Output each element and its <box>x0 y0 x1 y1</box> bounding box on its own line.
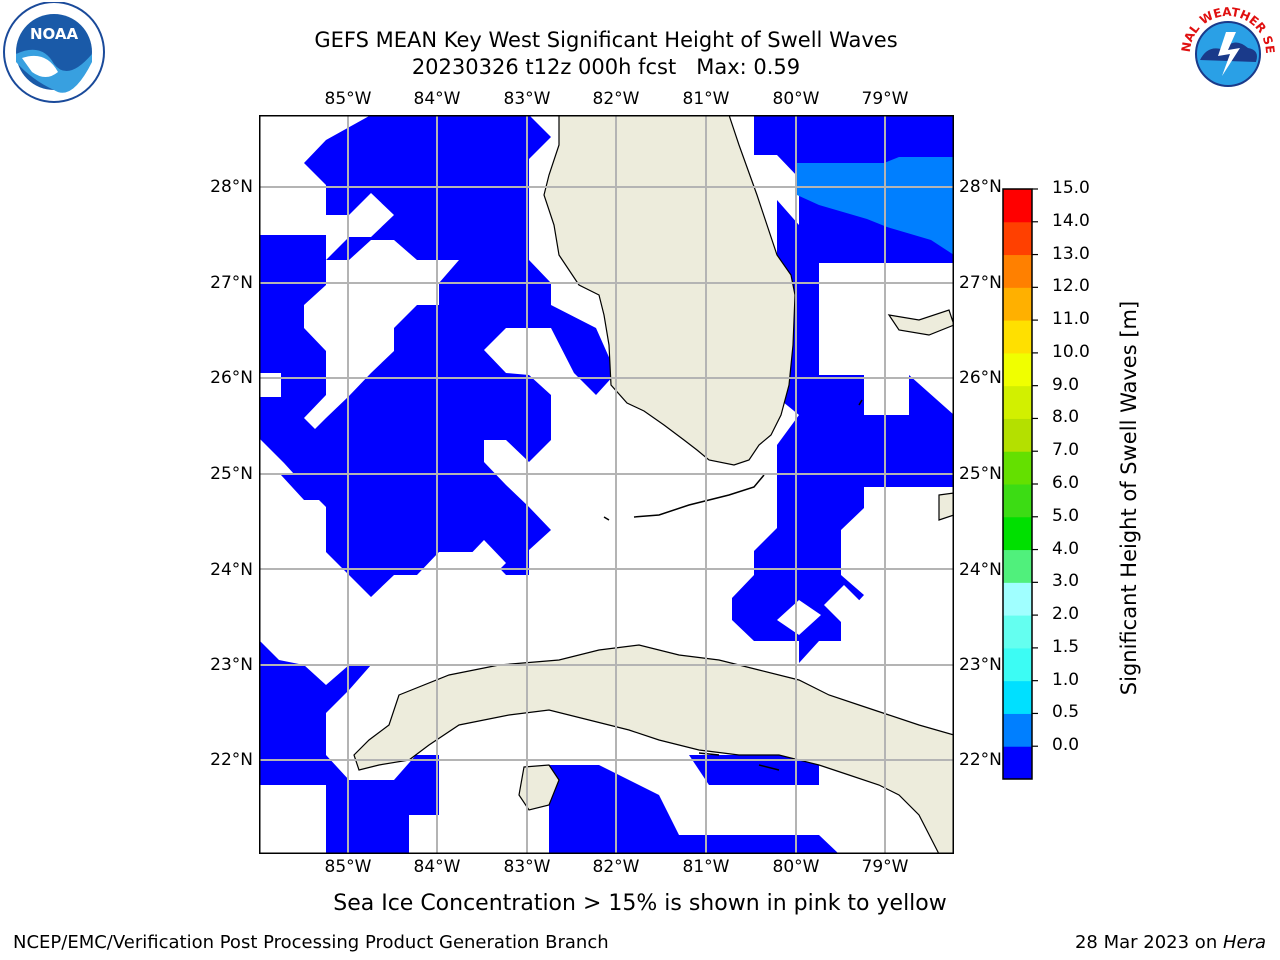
colorbar-segment <box>1003 385 1032 419</box>
colorbar-segment <box>1003 451 1032 485</box>
colorbar-tick-label: 10.0 <box>1052 341 1090 362</box>
lat-label-left: 22°N <box>210 750 253 770</box>
colorbar-segment <box>1003 287 1032 321</box>
colorbar-segment <box>1003 713 1032 747</box>
lat-label-right: 26°N <box>959 368 1002 388</box>
lon-label-top: 80°W <box>772 89 820 109</box>
colorbar-segment <box>1003 320 1032 354</box>
colorbar-tick-label: 0.5 <box>1052 702 1080 723</box>
colorbar-tick-label: 7.0 <box>1052 440 1080 461</box>
colorbar-tick-label: 4.0 <box>1052 538 1080 559</box>
lat-label-left: 26°N <box>210 368 253 388</box>
colorbar-tick-label: 14.0 <box>1052 210 1090 231</box>
colorbar-segment <box>1003 418 1032 452</box>
lon-label-bottom: 79°W <box>861 857 909 877</box>
colorbar-tick-label: 11.0 <box>1052 309 1090 330</box>
colorbar-segment <box>1003 516 1032 551</box>
colorbar-segment <box>1003 680 1032 714</box>
colorbar-tick-label: 1.5 <box>1052 636 1080 657</box>
lat-label-left: 28°N <box>210 177 253 197</box>
lon-label-top: 85°W <box>324 89 372 109</box>
lat-label-right: 22°N <box>959 750 1002 770</box>
colorbar <box>1002 188 1038 780</box>
colorbar-segment <box>1003 352 1032 387</box>
nws-logo: NATIONAL WEATHER SERVICE <box>1178 4 1277 102</box>
colorbar-segment <box>1003 582 1032 616</box>
lon-label-bottom: 81°W <box>682 857 730 877</box>
colorbar-tick-label: 1.0 <box>1052 669 1080 690</box>
lat-label-left: 24°N <box>210 560 253 580</box>
map-panel <box>259 115 954 854</box>
cuba-land <box>353 644 954 854</box>
footer-host: Hera <box>1222 932 1266 953</box>
colorbar-segment <box>1003 647 1032 682</box>
sea-ice-note: Sea Ice Concentration > 15% is shown in … <box>333 891 947 916</box>
footer-credit: NCEP/EMC/Verification Post Processing Pr… <box>13 932 609 953</box>
lon-label-bottom: 84°W <box>413 857 461 877</box>
lon-label-top: 79°W <box>861 89 909 109</box>
lon-label-bottom: 82°W <box>592 857 640 877</box>
lon-label-top: 81°W <box>682 89 730 109</box>
colorbar-tick-label: 15.0 <box>1052 178 1090 198</box>
colorbar-tick-label: 0.0 <box>1052 735 1080 756</box>
lon-label-bottom: 80°W <box>772 857 820 877</box>
graticule <box>259 115 954 854</box>
lat-label-right: 28°N <box>959 177 1002 197</box>
bahamas-land <box>887 309 954 336</box>
colorbar-segment <box>1003 221 1032 256</box>
colorbar-tick-label: 12.0 <box>1052 276 1090 297</box>
colorbar-segment <box>1003 254 1032 288</box>
footer-date: 28 Mar 2023 on Hera <box>1075 932 1266 953</box>
lon-label-bottom: 85°W <box>324 857 372 877</box>
colorbar-tick-label: 9.0 <box>1052 374 1080 395</box>
colorbar-tick-label: 2.0 <box>1052 604 1080 625</box>
lon-label-top: 82°W <box>592 89 640 109</box>
lat-label-left: 23°N <box>210 655 253 675</box>
lat-label-right: 27°N <box>959 273 1002 293</box>
andros-land <box>938 492 954 521</box>
noaa-logo: NOAA <box>3 2 105 103</box>
map-frame <box>259 115 954 854</box>
svg-text:NOAA: NOAA <box>30 25 79 43</box>
chart-title-line1: GEFS MEAN Key West Significant Height of… <box>314 28 898 52</box>
colorbar-segment <box>1003 615 1032 649</box>
swell-field-mid <box>797 157 954 255</box>
isla-juventud <box>518 764 560 811</box>
lat-label-right: 25°N <box>959 464 1002 484</box>
lat-label-left: 27°N <box>210 273 253 293</box>
colorbar-segment <box>1003 746 1032 780</box>
footer-date-text: 28 Mar 2023 on <box>1074 932 1223 953</box>
lon-label-top: 83°W <box>503 89 551 109</box>
colorbar-tick-label: 3.0 <box>1052 571 1080 592</box>
colorbar-tick-label: 13.0 <box>1052 243 1090 264</box>
colorbar-tick-label: 8.0 <box>1052 407 1080 428</box>
lat-label-right: 23°N <box>959 655 1002 675</box>
lat-label-left: 25°N <box>210 464 253 484</box>
colorbar-segment <box>1003 189 1032 223</box>
colorbar-tick-label: 6.0 <box>1052 473 1080 493</box>
chart-title-line2: 20230326 t12z 000h fcst Max: 0.59 <box>411 55 801 79</box>
colorbar-segment <box>1003 549 1032 583</box>
colorbar-segment <box>1003 484 1032 518</box>
swell-field-white-holes <box>371 540 864 660</box>
lon-label-bottom: 83°W <box>503 857 551 877</box>
colorbar-tick-label: 5.0 <box>1052 505 1080 526</box>
lat-label-right: 24°N <box>959 560 1002 580</box>
lon-label-top: 84°W <box>413 89 461 109</box>
colorbar-label: Significant Height of Swell Waves [m] <box>1117 300 1141 696</box>
